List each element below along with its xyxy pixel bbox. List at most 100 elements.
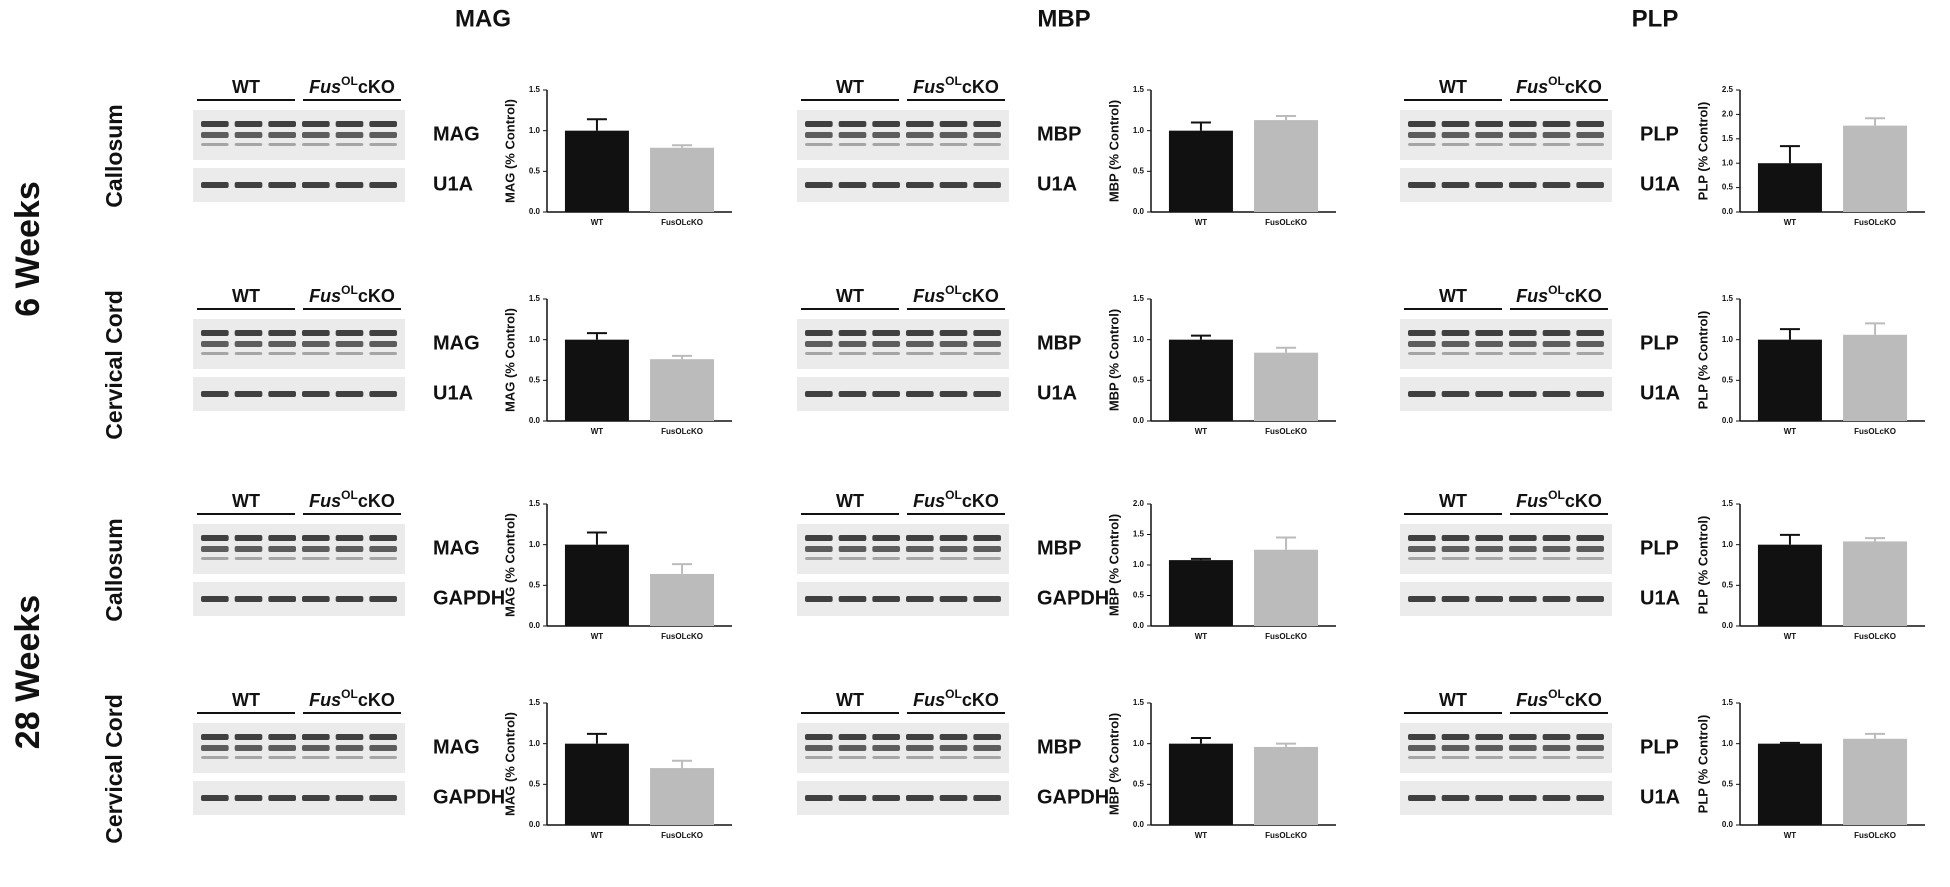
blot-band	[1576, 121, 1604, 127]
y-tick-label: 1.5	[529, 294, 541, 303]
blot-band	[1542, 182, 1571, 188]
blot-band	[872, 341, 900, 347]
blot-band	[805, 330, 833, 336]
x-tick-label: FusOLcKO	[661, 218, 703, 227]
y-tick-label: 1.0	[529, 540, 541, 549]
genotype-label: FusOLcKO	[309, 488, 395, 511]
blot-band	[201, 132, 229, 138]
genotype-label: FusOLcKO	[309, 687, 395, 710]
blot-band	[1475, 341, 1503, 347]
y-tick-label: 1.5	[1133, 85, 1145, 94]
blot-band	[1475, 756, 1503, 759]
band-label: U1A	[1640, 587, 1680, 609]
blot-band	[805, 756, 833, 759]
blot-band	[872, 557, 900, 560]
blot-band	[335, 143, 364, 146]
blot-band	[234, 546, 263, 552]
blot-band	[906, 391, 934, 397]
blot-band	[1441, 745, 1470, 751]
blot-band	[939, 745, 968, 751]
blot-band	[872, 143, 900, 146]
blot-band	[939, 391, 968, 397]
x-tick-label: WT	[1784, 218, 1797, 227]
blot-band	[1408, 596, 1436, 602]
blot-band	[973, 121, 1001, 127]
blot-band	[1509, 596, 1537, 602]
blot-band	[939, 756, 968, 759]
x-tick-label: WT	[1784, 427, 1797, 436]
blot-band	[335, 330, 364, 336]
x-tick-label: WT	[591, 831, 604, 840]
blot-band	[268, 734, 296, 740]
band-label: U1A	[433, 173, 473, 195]
bar	[650, 359, 715, 421]
blot-band	[906, 132, 934, 138]
blot-band	[1475, 535, 1503, 541]
genotype-label: FusOLcKO	[913, 283, 999, 306]
blot-band	[1576, 330, 1604, 336]
blot-band	[1576, 391, 1604, 397]
blot-band	[369, 596, 397, 602]
blot-band	[268, 143, 296, 146]
blot-band	[302, 756, 330, 759]
blot-band	[906, 596, 934, 602]
blot-band	[1408, 182, 1436, 188]
band-label: U1A	[433, 382, 473, 404]
bar	[1168, 130, 1233, 212]
band-label: MBP	[1037, 736, 1081, 758]
blot-band	[234, 756, 263, 759]
blot-band	[1408, 132, 1436, 138]
blot-band	[838, 535, 867, 541]
blot-band	[1576, 734, 1604, 740]
blot-band	[234, 557, 263, 560]
x-tick-label: WT	[1195, 218, 1208, 227]
blot-band	[1475, 745, 1503, 751]
y-axis-label: MBP (% Control)	[1106, 514, 1121, 616]
blot-band	[234, 535, 263, 541]
blot-band	[838, 756, 867, 759]
blot-band	[838, 352, 867, 355]
bar	[650, 147, 715, 212]
blot-band	[1509, 756, 1537, 759]
blot-band	[1542, 143, 1571, 146]
genotype-suffix: cKO	[962, 491, 999, 511]
blot-band	[872, 182, 900, 188]
blot-band	[369, 391, 397, 397]
y-tick-label: 0.5	[1133, 375, 1145, 384]
blot-band	[1441, 341, 1470, 347]
band-label: GAPDH	[433, 786, 505, 808]
blot-band	[302, 745, 330, 751]
y-axis-label: PLP (% Control)	[1695, 102, 1710, 201]
y-tick-label: 1.5	[1722, 499, 1734, 508]
blot-band	[1576, 143, 1604, 146]
blot-band	[1542, 352, 1571, 355]
blot-band	[805, 143, 833, 146]
blot-band	[838, 132, 867, 138]
y-tick-label: 0.5	[1133, 166, 1145, 175]
blot-band	[335, 182, 364, 188]
genotype-suffix: cKO	[962, 286, 999, 306]
blot-band	[201, 546, 229, 552]
genotype-gene: Fus	[309, 77, 341, 97]
blot-band	[268, 341, 296, 347]
blot-band	[838, 745, 867, 751]
bar	[1843, 738, 1908, 825]
bar	[650, 768, 715, 825]
blot-band	[838, 734, 867, 740]
y-tick-label: 0.5	[529, 580, 541, 589]
blot-band	[1542, 121, 1571, 127]
blot-band	[838, 596, 867, 602]
genotype-label: WT	[836, 690, 864, 710]
x-tick-label: WT	[591, 632, 604, 641]
genotype-label: FusOLcKO	[913, 488, 999, 511]
blot-band	[973, 535, 1001, 541]
blot-band	[906, 341, 934, 347]
blot-band	[973, 132, 1001, 138]
genotype-label: WT	[232, 77, 260, 97]
blot-band	[268, 182, 296, 188]
blot-band	[369, 795, 397, 801]
band-label: GAPDH	[1037, 786, 1109, 808]
blot-band	[973, 557, 1001, 560]
blot-band	[1408, 143, 1436, 146]
bar	[1757, 544, 1822, 626]
